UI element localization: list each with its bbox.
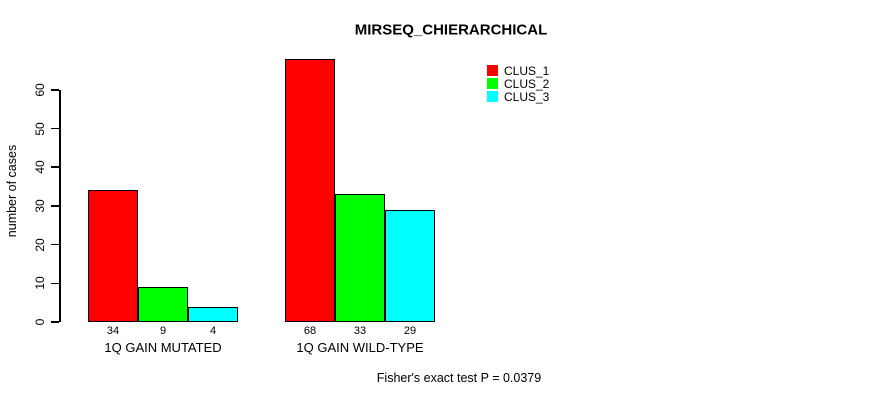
legend-label: CLUS_1 xyxy=(504,63,550,78)
bar-value-label: 68 xyxy=(303,325,317,337)
y-axis-label: number of cases xyxy=(5,144,19,238)
bar-value-label: 9 xyxy=(159,325,167,337)
category-label: 1Q GAIN MUTATED xyxy=(104,340,222,355)
y-tick xyxy=(51,127,59,130)
y-tick xyxy=(51,321,59,323)
legend: CLUS_1 CLUS_2 CLUS_3 xyxy=(487,63,550,104)
y-tick xyxy=(51,282,59,285)
y-tick xyxy=(51,166,59,168)
y-axis-line xyxy=(59,89,61,322)
bar-CLUS_1-group0 xyxy=(88,190,138,322)
legend-item-CLUS_2: CLUS_2 xyxy=(487,76,550,91)
y-tick-label: 60 xyxy=(33,83,47,97)
legend-swatch-CLUS_2 xyxy=(487,78,498,89)
bar-value-label: 33 xyxy=(353,325,367,337)
bar-value-label: 29 xyxy=(403,325,417,337)
y-tick-label: 0 xyxy=(33,318,47,326)
bar-CLUS_3-group1 xyxy=(385,209,435,322)
legend-label: CLUS_3 xyxy=(504,89,550,104)
bar-CLUS_2-group1 xyxy=(335,194,385,322)
y-tick-label: 30 xyxy=(33,199,47,213)
bar-CLUS_3-group0 xyxy=(188,306,238,322)
chart-title: MIRSEQ_CHIERARCHICAL xyxy=(354,21,548,39)
y-tick xyxy=(51,243,59,246)
legend-item-CLUS_3: CLUS_3 xyxy=(487,89,550,104)
y-tick xyxy=(51,89,59,91)
y-tick-label: 10 xyxy=(33,276,47,290)
y-tick-label: 20 xyxy=(33,237,47,252)
bar-value-label: 4 xyxy=(209,325,217,337)
bar-CLUS_1-group1 xyxy=(285,58,335,322)
y-tick-label: 50 xyxy=(33,121,47,136)
y-tick-label: 40 xyxy=(33,160,47,174)
annotation-fishers-test: Fisher's exact test P = 0.0379 xyxy=(376,371,542,385)
y-tick xyxy=(51,205,59,207)
category-label: 1Q GAIN WILD-TYPE xyxy=(296,340,424,355)
legend-swatch-CLUS_3 xyxy=(487,91,498,102)
legend-item-CLUS_1: CLUS_1 xyxy=(487,63,550,78)
legend-swatch-CLUS_1 xyxy=(487,65,498,76)
bar-CLUS_2-group0 xyxy=(138,287,188,322)
bar-value-label: 34 xyxy=(106,325,120,337)
legend-label: CLUS_2 xyxy=(504,76,550,91)
